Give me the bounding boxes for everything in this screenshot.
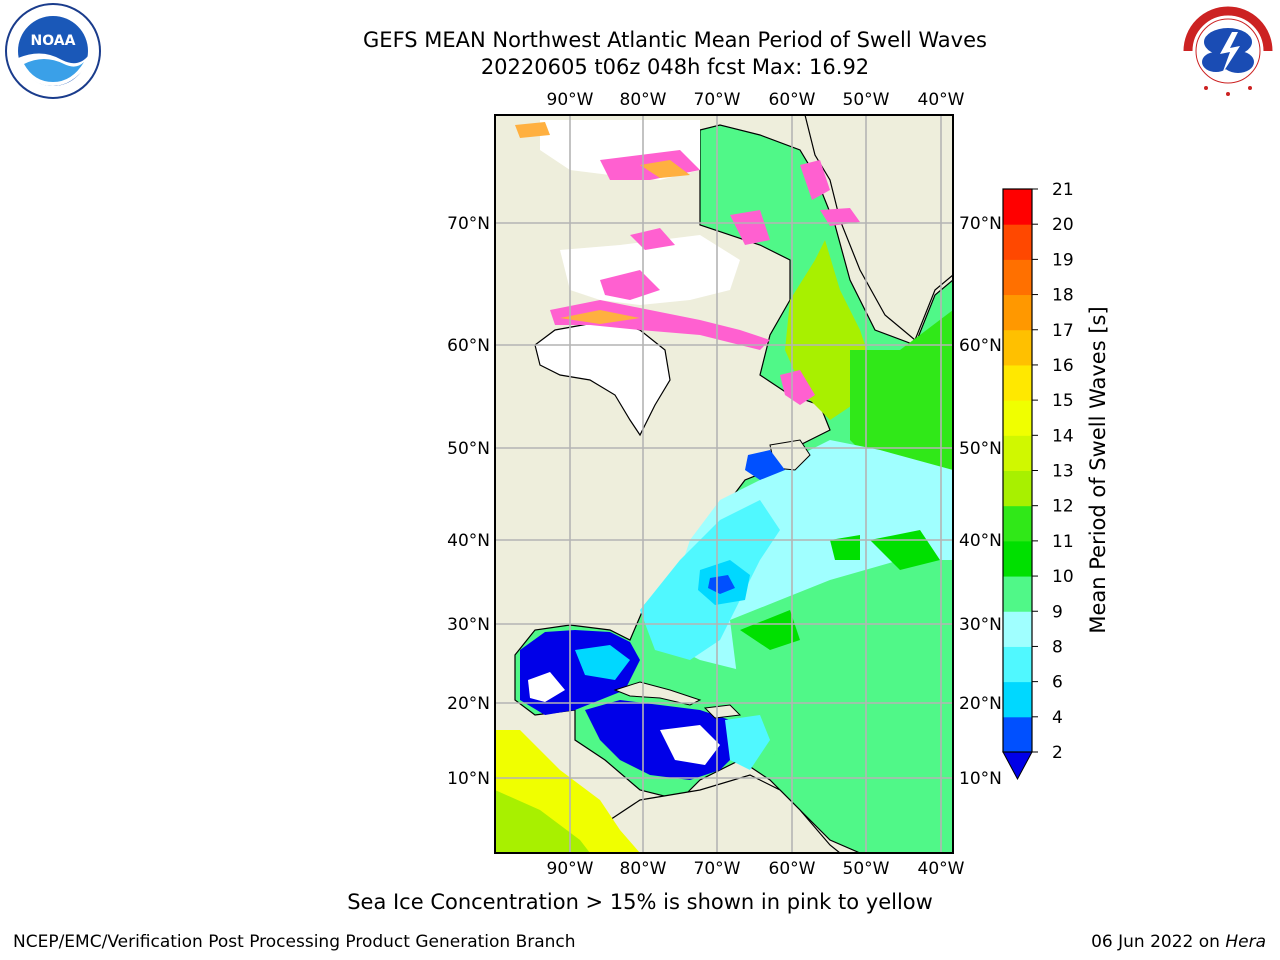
footer-date-text: 06 Jun 2022 on: [1091, 932, 1220, 952]
caribbean-east-swell: [725, 715, 770, 770]
colorbar-tick-label: 10: [1052, 567, 1074, 587]
colorbar-segment: [1003, 224, 1032, 260]
lon-labels-top: 90°W 80°W 70°W 60°W 50°W 40°W: [547, 90, 965, 110]
lat-label: 60°N: [959, 336, 1002, 356]
colorbar-tick-label: 6: [1052, 673, 1063, 693]
lat-label: 60°N: [447, 336, 490, 356]
lon-label: 40°W: [918, 90, 965, 110]
lon-label: 50°W: [843, 90, 890, 110]
gulf-white-patch: [528, 672, 565, 702]
colorbar-tick-label: 12: [1052, 497, 1074, 517]
colorbar-tick-label: 19: [1052, 250, 1074, 270]
map-frame: [494, 114, 954, 854]
lon-labels-bottom: 90°W 80°W 70°W 60°W 50°W 40°W: [547, 859, 965, 879]
colorbar-label: Mean Period of Swell Waves [s]: [1086, 306, 1110, 633]
colorbar-tick-label: 13: [1052, 462, 1074, 482]
map-gridlines: [495, 115, 953, 853]
lon-label: 80°W: [620, 859, 667, 879]
colorbar-segment: [1003, 646, 1032, 683]
colorbar-tick-label: 14: [1052, 426, 1074, 446]
gulf-st-lawrence: [745, 450, 785, 480]
colorbar-tick-label: 18: [1052, 286, 1074, 306]
lon-label: 40°W: [918, 859, 965, 879]
map-plot-area: [495, 115, 953, 853]
colorbar-tick-label: 20: [1052, 215, 1074, 235]
colorbar-segment: [1003, 435, 1032, 471]
colorbar-tick-label: 15: [1052, 391, 1074, 411]
lon-label: 60°W: [769, 90, 816, 110]
greenland-land: [804, 115, 953, 341]
colorbar-segment: [1003, 681, 1032, 718]
nws-logo: [1182, 5, 1274, 97]
colorbar-segment: [1003, 576, 1032, 612]
lat-labels-right: 70°N 60°N 50°N 40°N 30°N 20°N 10°N: [959, 214, 1002, 789]
colorbar-tick-label: 16: [1052, 356, 1074, 376]
lat-label: 10°N: [447, 769, 490, 789]
colorbar-tick-label: 11: [1052, 532, 1074, 552]
colorbar: 2 4 6 8 9 10 11 12 13 14 15 16 17 18 19 20 21: [1002, 180, 1074, 781]
sea-ice-note: Sea Ice Concentration > 15% is shown in …: [347, 890, 933, 914]
lat-label: 70°N: [959, 214, 1002, 234]
colorbar-tick-label: 21: [1052, 180, 1074, 200]
deep-low-patch: [708, 575, 735, 594]
noaa-logo-text: NOAA: [31, 33, 76, 49]
caribbean-white-patch: [660, 725, 720, 765]
lon-label: 80°W: [620, 90, 667, 110]
colorbar-segment: [1003, 400, 1032, 436]
colorbar-segment: [1003, 505, 1032, 542]
lat-label: 10°N: [959, 769, 1002, 789]
colorbar-segment: [1003, 259, 1032, 296]
noaa-logo: NOAA: [5, 3, 101, 99]
lon-label: 60°W: [769, 859, 816, 879]
central-atlantic-bright: [740, 530, 940, 650]
footer-host: Hera: [1225, 932, 1266, 952]
lon-label: 90°W: [547, 90, 594, 110]
lat-label: 40°N: [959, 531, 1002, 551]
chart-title: GEFS MEAN Northwest Atlantic Mean Period…: [363, 28, 987, 52]
lon-label: 50°W: [843, 859, 890, 879]
colorbar-segment: [1003, 294, 1032, 331]
lat-label: 30°N: [447, 615, 490, 635]
south-america-land: [558, 774, 841, 853]
colorbar-segment: [1003, 329, 1032, 366]
colorbar-segment: [1003, 189, 1032, 225]
gulf-inner-swell: [575, 645, 630, 680]
colorbar-tick-label: 2: [1052, 743, 1063, 763]
chart-subtitle: 20220605 t06z 048h fcst Max: 16.92: [480, 55, 870, 79]
colorbar-extend-triangle: [1002, 751, 1033, 781]
lat-label: 50°N: [447, 439, 490, 459]
lat-labels-left: 70°N 60°N 50°N 40°N 30°N 20°N 10°N: [447, 214, 490, 789]
colorbar-segment: [1003, 611, 1032, 647]
colorbar-segment: [1003, 540, 1032, 577]
sea-ice-fringe: [515, 122, 860, 405]
footer-credit: NCEP/EMC/Verification Post Processing Pr…: [13, 932, 576, 952]
colorbar-segment: [1003, 364, 1032, 401]
colorbar-segment: [1003, 716, 1032, 753]
lon-label: 90°W: [547, 859, 594, 879]
hispaniola-island: [703, 704, 742, 719]
colorbar-tick-label: 8: [1052, 637, 1063, 657]
lat-label: 70°N: [447, 214, 490, 234]
labrador-sea-swell: [785, 240, 870, 420]
lat-label: 40°N: [447, 531, 490, 551]
lat-label: 20°N: [447, 694, 490, 714]
colorbar-tick-label: 9: [1052, 602, 1063, 622]
southwest-corner-green: [495, 790, 590, 853]
lat-label: 50°N: [959, 439, 1002, 459]
colorbar-tick-label: 4: [1052, 708, 1063, 728]
lon-label: 70°W: [694, 90, 741, 110]
footer-date: 06 Jun 2022 on Hera: [1091, 932, 1266, 952]
colorbar-tick-label: 17: [1052, 321, 1074, 341]
lat-label: 30°N: [959, 615, 1002, 635]
lon-label: 70°W: [694, 859, 741, 879]
lat-label: 20°N: [959, 694, 1002, 714]
colorbar-segment: [1003, 470, 1032, 507]
